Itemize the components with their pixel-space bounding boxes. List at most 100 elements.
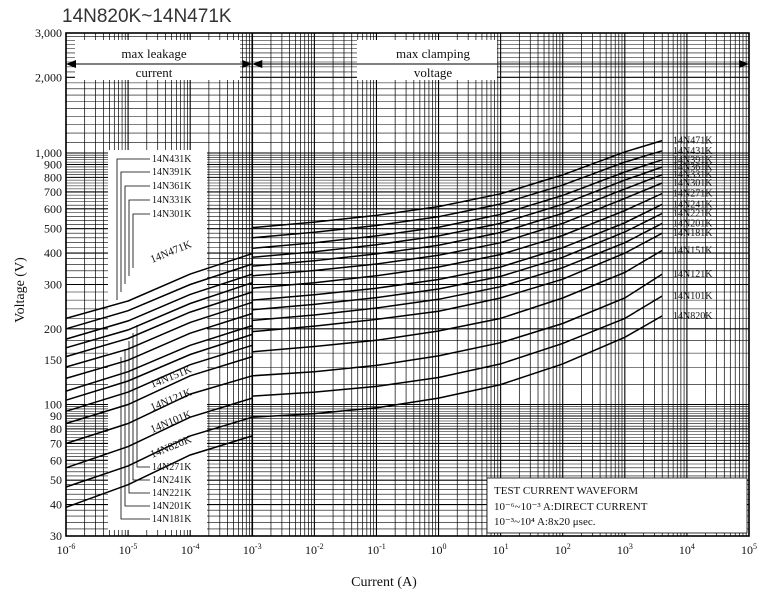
right-series-label: 14N201K <box>673 218 713 229</box>
series-line-leak-14N201K <box>65 344 253 413</box>
y-tick-label: 60 <box>50 453 62 467</box>
x-tick-label: 104 <box>679 542 695 557</box>
arrow-right-head <box>739 60 749 68</box>
y-tick-label: 600 <box>44 202 62 216</box>
series-line-leak-14N391K <box>65 273 253 340</box>
right-series-label: 14N331K <box>673 170 713 181</box>
waveform-legend-title: TEST CURRENT WAVEFORM <box>494 485 638 497</box>
right-series-label: 14N121K <box>673 269 713 280</box>
left-upper-label: 14N361K <box>152 181 192 192</box>
x-tick-label: 10-3 <box>243 542 262 557</box>
series-curves <box>65 139 663 509</box>
x-tick-label: 10-1 <box>367 542 386 557</box>
waveform-legend-surge: 10⁻³~10⁴ A:8x20 μsec. <box>494 516 596 528</box>
x-tick-label: 10-6 <box>57 542 76 557</box>
right-series-label: 14N221K <box>673 208 713 219</box>
waveform-legend-box <box>486 477 748 534</box>
left-lower-leader <box>136 325 150 468</box>
x-tick-label: 101 <box>493 542 509 557</box>
clamping-label-1: max clamping <box>396 46 471 61</box>
waveform-legend <box>486 477 748 534</box>
left-upper-label: 14N431K <box>152 154 192 165</box>
right-series-label: 14N471K <box>673 136 713 147</box>
arrow-mid-right-head <box>252 60 263 68</box>
series-line-clamp-14N301K <box>252 182 663 277</box>
right-series-label: 14N151K <box>673 245 713 256</box>
arrow-mid-left-head <box>242 60 253 68</box>
label-masks <box>75 40 747 533</box>
right-series-label: 14N431K <box>673 146 713 157</box>
series-line-clamp-14N241K <box>252 203 663 301</box>
series-line-clamp-14N121K <box>252 273 663 377</box>
series-line-leak-14N271K <box>65 312 253 380</box>
series-line-clamp-14N331K <box>252 173 663 267</box>
y-axis-label: Voltage (V) <box>13 257 28 323</box>
y-tick-label: 900 <box>44 158 62 172</box>
y-tick-label: 800 <box>44 170 62 184</box>
series-line-clamp-14N101K <box>252 295 663 397</box>
series-line-leak-14N181K <box>65 355 253 425</box>
series-line-clamp-14N820K <box>252 315 663 418</box>
series-line-leak-14N361K <box>65 281 253 349</box>
plot-frame <box>65 32 750 537</box>
y-tick-label: 300 <box>44 278 62 292</box>
series-line-clamp-14N221K <box>252 212 663 311</box>
region-indicator <box>66 33 749 536</box>
series-line-clamp-14N471K <box>252 139 663 229</box>
y-tick-label: 400 <box>44 246 62 260</box>
series-line-leak-14N820K <box>65 435 253 509</box>
left-lower-leader <box>120 357 150 520</box>
y-tick-label: 50 <box>50 473 62 487</box>
series-line-clamp-14N271K <box>252 192 663 289</box>
y-tick-label: 30 <box>50 529 62 543</box>
y-tick-label: 40 <box>50 498 62 512</box>
y-tick-label: 80 <box>50 422 62 436</box>
series-line-leak-14N151K <box>65 375 253 445</box>
left-upper-leader <box>116 158 150 300</box>
right-series-label: 14N271K <box>673 189 713 200</box>
x-tick-label: 103 <box>617 542 633 557</box>
left-upper-leader <box>128 199 150 276</box>
left-upper-label: 14N331K <box>152 195 192 206</box>
x-tick-label: 10-2 <box>305 542 324 557</box>
chart-title: 14N820K~14N471K <box>62 6 232 27</box>
left-lower-label: 14N201K <box>152 501 192 512</box>
left-lower-leader <box>128 341 150 494</box>
right-series-label: 14N181K <box>673 228 713 239</box>
x-tick-label: 10-4 <box>181 542 200 557</box>
right-series-label: 14N391K <box>673 155 713 166</box>
left-upper-leader <box>120 171 150 292</box>
left-lower-leader <box>132 333 150 481</box>
series-line-leak-14N121K <box>65 397 253 469</box>
y-tick-label: 150 <box>44 353 62 367</box>
left-upper-leader <box>124 185 150 284</box>
y-tick-label: 200 <box>44 322 62 336</box>
x-tick-label: 102 <box>555 542 571 557</box>
series-line-leak-14N101K <box>65 416 253 488</box>
y-tick-label: 500 <box>44 222 62 236</box>
y-tick-label: 70 <box>50 436 62 450</box>
series-line-leak-14N301K <box>65 301 253 368</box>
series-line-clamp-14N431K <box>252 150 663 239</box>
series-line-clamp-14N151K <box>252 249 663 353</box>
left-lower-leader <box>124 349 150 507</box>
series-line-leak-14N241K <box>65 324 253 392</box>
y-tick-label: 100 <box>44 397 62 411</box>
leakage-region-blank <box>75 40 240 80</box>
left-lower-label: 14N181K <box>152 514 192 525</box>
series-line-clamp-14N181K <box>252 232 663 333</box>
y-tick-label: 3,000 <box>35 26 62 40</box>
y-tick-label: 2,000 <box>35 70 62 84</box>
left-upper-label: 14N391K <box>152 167 192 178</box>
clamping-label-2: voltage <box>414 65 452 80</box>
series-line-leak-14N331K <box>65 291 253 358</box>
series-line-leak-14N221K <box>65 333 253 401</box>
y-tick-label: 700 <box>44 185 62 199</box>
x-tick-label: 10-5 <box>119 542 138 557</box>
right-series-label: 14N241K <box>673 199 713 210</box>
left-upper-label: 14N301K <box>152 209 192 220</box>
clamping-region-blank <box>357 40 497 80</box>
left-lower-label: 14N271K <box>152 462 192 473</box>
